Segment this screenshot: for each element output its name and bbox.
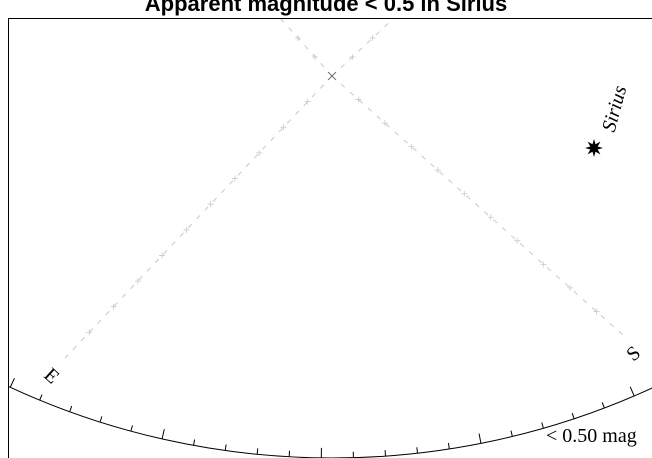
horizon-tick <box>447 442 450 450</box>
horizon-tick <box>541 422 544 429</box>
grid-tick <box>487 214 494 221</box>
grid-tick <box>183 226 190 233</box>
compass-label-east: E <box>40 364 64 389</box>
grid-tick <box>312 54 318 60</box>
horizon-tick <box>69 405 73 412</box>
horizon-tick <box>99 416 103 423</box>
grid-tick <box>434 167 441 174</box>
grid-line <box>331 75 624 336</box>
grid-tick <box>369 35 376 41</box>
zenith-marker <box>327 71 337 81</box>
grid-tick <box>207 201 214 208</box>
grid-tick <box>381 120 388 127</box>
grid-tick <box>159 252 166 259</box>
grid-tick <box>408 143 415 150</box>
grid-tick <box>355 96 362 103</box>
chart-title: Apparent magnitude < 0.5 in Sirius <box>144 0 508 16</box>
grid-tick <box>256 149 263 156</box>
magnitude-limit-label: < 0.50 mag <box>546 425 637 447</box>
sky-chart: E S Sirius < 0.50 mag <box>9 19 652 458</box>
grid-tick <box>295 35 301 41</box>
compass-label-south: S <box>622 342 645 366</box>
grid-tick <box>134 278 141 285</box>
horizon-tick <box>193 439 196 446</box>
horizon-tick <box>224 444 227 451</box>
horizon-tick <box>416 447 418 454</box>
horizon-tick <box>571 412 575 419</box>
grid-tick <box>86 329 93 336</box>
grid-tick <box>231 175 238 182</box>
star-label-sirius: Sirius <box>598 83 631 134</box>
horizon-tick <box>130 425 133 432</box>
star-marker-sirius <box>585 139 603 157</box>
grid-tick <box>349 54 356 60</box>
grid-line <box>64 75 333 359</box>
grid-tick <box>540 261 547 268</box>
grid-tick <box>514 237 521 244</box>
sky-chart-frame: E S Sirius < 0.50 mag <box>8 18 652 458</box>
grid-tick <box>304 98 311 105</box>
horizon-tick <box>9 377 15 388</box>
horizon-tick <box>629 386 635 397</box>
grid-tick <box>593 308 600 315</box>
grid-tick <box>461 190 468 197</box>
horizon-tick <box>601 402 605 409</box>
grid-lines <box>64 19 624 359</box>
grid-line <box>280 19 333 77</box>
horizon-tick <box>510 430 513 437</box>
horizon-tick <box>256 448 259 455</box>
grid-tick <box>110 303 117 310</box>
horizon-ticks <box>9 377 635 458</box>
grid-line <box>331 19 394 77</box>
horizon-tick <box>39 394 43 401</box>
horizon-tick <box>161 429 165 440</box>
grid-tick <box>280 124 287 131</box>
horizon-tick <box>478 433 482 444</box>
horizon-arc <box>9 386 652 458</box>
grid-tick <box>567 284 574 291</box>
